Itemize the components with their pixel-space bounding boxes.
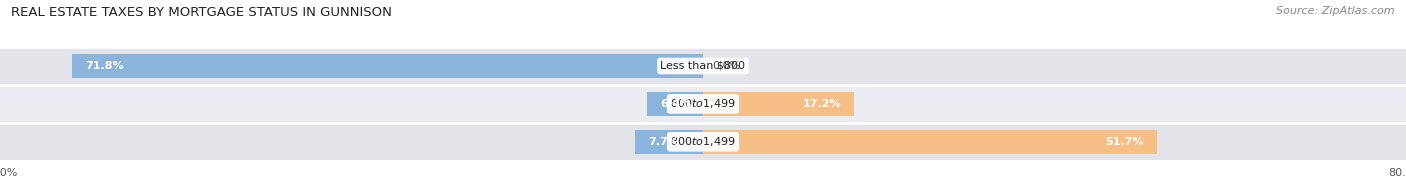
Bar <box>703 92 855 116</box>
Text: $800 to $1,499: $800 to $1,499 <box>671 135 735 148</box>
Text: Less than $800: Less than $800 <box>661 61 745 71</box>
Bar <box>72 54 703 78</box>
Bar <box>0 85 1406 123</box>
Bar <box>703 130 1157 153</box>
Text: 71.8%: 71.8% <box>86 61 124 71</box>
Text: Source: ZipAtlas.com: Source: ZipAtlas.com <box>1277 6 1395 16</box>
Text: 6.4%: 6.4% <box>659 99 692 109</box>
Text: $800 to $1,499: $800 to $1,499 <box>671 97 735 110</box>
Bar <box>0 123 1406 161</box>
Text: REAL ESTATE TAXES BY MORTGAGE STATUS IN GUNNISON: REAL ESTATE TAXES BY MORTGAGE STATUS IN … <box>11 6 392 19</box>
Text: 0.0%: 0.0% <box>711 61 740 71</box>
Bar <box>647 92 703 116</box>
Text: 51.7%: 51.7% <box>1105 137 1144 147</box>
Text: 7.7%: 7.7% <box>648 137 679 147</box>
Text: 17.2%: 17.2% <box>803 99 841 109</box>
Bar <box>636 130 703 153</box>
Bar <box>0 47 1406 85</box>
